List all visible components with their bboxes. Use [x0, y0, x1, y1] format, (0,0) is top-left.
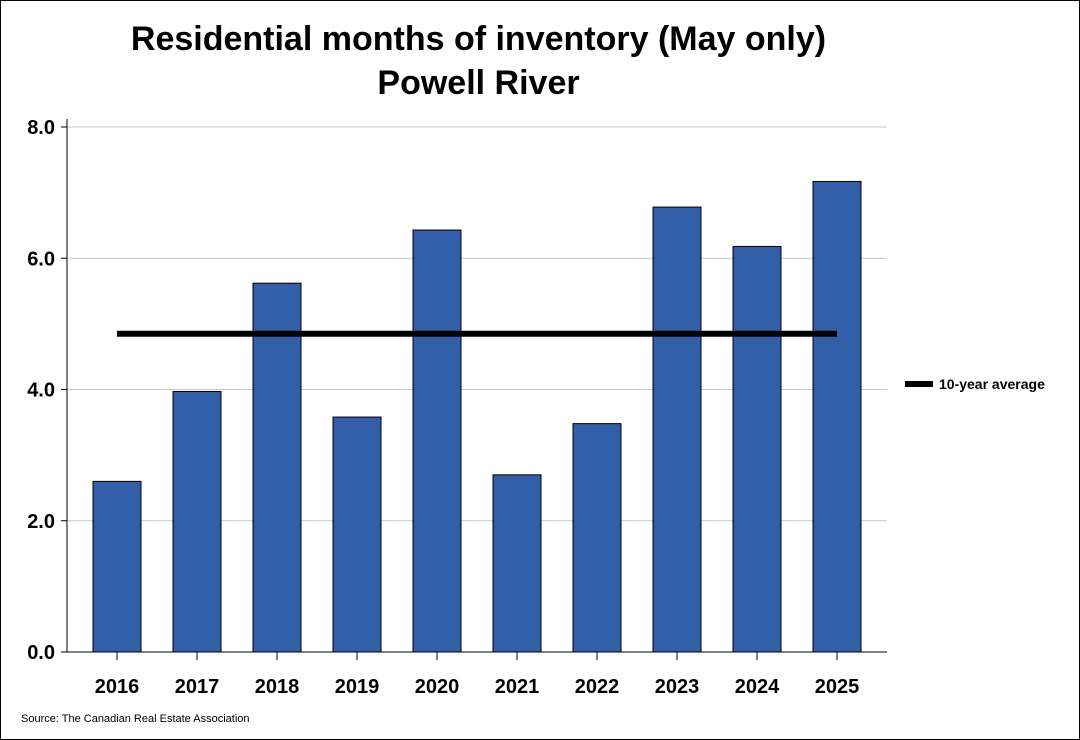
- x-tick-label: 2025: [815, 676, 860, 698]
- bar-2023: [652, 206, 702, 653]
- chart-title: Residential months of inventory (May onl…: [130, 20, 827, 58]
- bar-2017: [172, 390, 222, 653]
- y-tick-label: 8.0: [27, 117, 55, 139]
- x-tick-label: 2021: [495, 676, 540, 698]
- legend-label: 10-year average: [939, 376, 1045, 392]
- y-tick-label: 0.0: [27, 642, 55, 664]
- x-tick-label: 2019: [335, 676, 380, 698]
- y-tick-label: 2.0: [27, 511, 55, 533]
- bar-2018: [252, 282, 302, 653]
- x-tick-label: 2017: [175, 676, 220, 698]
- y-tick-label: 6.0: [27, 248, 55, 270]
- chart-subtitle: Powell River: [377, 64, 580, 102]
- x-tick-label: 2024: [735, 676, 780, 698]
- source-note: Source: The Canadian Real Estate Associa…: [21, 713, 250, 725]
- bar-2020: [412, 229, 462, 653]
- legend: 10-year average: [905, 376, 1045, 392]
- x-tick-label: 2022: [575, 676, 620, 698]
- bar-2021: [492, 474, 542, 653]
- y-tick-label: 4.0: [27, 380, 55, 402]
- axes: 0.0 2.0 4.0 6.0 8.0 2016 2017 2018 2019 2020 2021 2…: [27, 117, 887, 698]
- bar-2025: [812, 180, 862, 653]
- x-tick-label: 2020: [415, 676, 460, 698]
- bars: [92, 180, 862, 653]
- bar-2019: [332, 416, 382, 653]
- bar-2022: [572, 423, 622, 653]
- bar-2016: [92, 480, 142, 653]
- x-tick-label: 2018: [255, 676, 300, 698]
- x-tick-label: 2016: [95, 676, 140, 698]
- bar-2024: [732, 245, 782, 653]
- x-tick-label: 2023: [655, 676, 700, 698]
